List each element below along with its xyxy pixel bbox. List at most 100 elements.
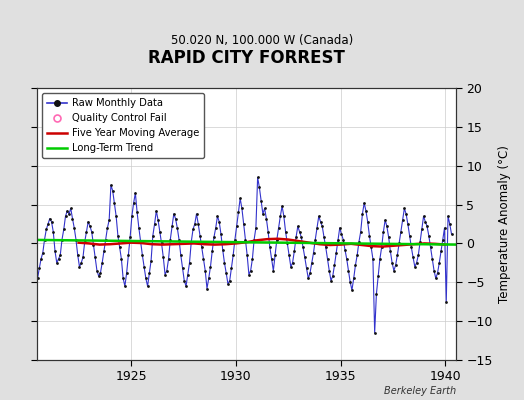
Point	[98, 260, 106, 266]
Point	[322, 244, 330, 250]
Point	[37, 256, 45, 262]
Point	[135, 225, 143, 231]
Point	[433, 270, 442, 276]
Point	[119, 275, 127, 282]
Point	[269, 268, 278, 274]
Point	[35, 265, 43, 272]
Point	[362, 208, 370, 214]
Point	[144, 283, 152, 289]
Point	[73, 252, 82, 258]
Point	[206, 264, 215, 270]
Point	[47, 218, 56, 225]
Point	[102, 236, 110, 243]
Point	[292, 234, 300, 240]
Point	[168, 223, 176, 230]
Point	[54, 256, 63, 262]
Point	[414, 252, 422, 258]
Point	[203, 285, 211, 292]
Point	[129, 200, 138, 206]
Point	[252, 225, 260, 231]
Point	[128, 213, 136, 220]
Point	[403, 221, 412, 227]
Point	[332, 250, 341, 256]
Point	[196, 232, 204, 239]
Point	[428, 256, 436, 262]
Point	[44, 221, 52, 227]
Point	[355, 239, 363, 245]
Point	[145, 270, 154, 276]
Point	[409, 254, 417, 261]
Point	[407, 244, 416, 250]
Point	[58, 236, 66, 243]
Point	[330, 262, 339, 268]
Point	[77, 260, 85, 266]
Point	[219, 246, 227, 253]
Legend: Raw Monthly Data, Quality Control Fail, Five Year Moving Average, Long-Term Tren: Raw Monthly Data, Quality Control Fail, …	[42, 93, 204, 158]
Point	[82, 228, 91, 235]
Point	[238, 205, 246, 212]
Point	[406, 232, 414, 239]
Point	[198, 244, 206, 250]
Point	[26, 234, 35, 240]
Point	[52, 260, 61, 266]
Point	[344, 268, 353, 274]
Point	[34, 275, 42, 282]
Point	[154, 217, 162, 223]
Title: RAPID CITY FORREST: RAPID CITY FORREST	[148, 49, 345, 67]
Point	[290, 248, 299, 254]
Point	[215, 218, 223, 225]
Point	[287, 264, 295, 270]
Point	[314, 213, 323, 220]
Point	[79, 254, 87, 261]
Point	[293, 223, 302, 230]
Point	[353, 252, 362, 258]
Point	[149, 232, 157, 239]
Point	[416, 239, 424, 245]
Point	[283, 240, 291, 247]
Point	[140, 264, 148, 270]
Point	[381, 217, 389, 223]
Point	[231, 236, 239, 243]
Point	[229, 252, 237, 258]
Point	[25, 228, 33, 235]
Point	[280, 213, 288, 220]
Point	[306, 270, 314, 276]
Point	[138, 252, 147, 258]
Point	[96, 270, 105, 276]
Point	[123, 270, 131, 276]
Point	[391, 262, 400, 268]
Point	[304, 275, 312, 282]
Point	[309, 250, 318, 256]
Point	[335, 225, 344, 231]
Point	[360, 200, 368, 206]
Point	[46, 215, 54, 222]
Point	[175, 236, 183, 243]
Point	[395, 240, 403, 247]
Point	[162, 268, 171, 274]
Point	[327, 278, 335, 284]
Point	[285, 252, 293, 258]
Point	[439, 236, 447, 243]
Point	[224, 281, 232, 287]
Point	[56, 252, 64, 258]
Point	[114, 232, 122, 239]
Point	[341, 246, 349, 253]
Point	[178, 265, 187, 272]
Point	[358, 211, 367, 217]
Point	[61, 213, 70, 220]
Point	[39, 250, 47, 256]
Point	[227, 265, 236, 272]
Point	[444, 213, 452, 220]
Point	[320, 234, 328, 240]
Point	[217, 231, 225, 237]
Point	[339, 236, 347, 243]
Point	[199, 256, 208, 262]
Point	[272, 236, 281, 243]
Point	[370, 330, 379, 336]
Point	[334, 236, 342, 243]
Point	[51, 248, 59, 254]
Point	[421, 218, 430, 225]
Point	[447, 231, 456, 237]
Point	[243, 252, 252, 258]
Point	[297, 234, 305, 240]
